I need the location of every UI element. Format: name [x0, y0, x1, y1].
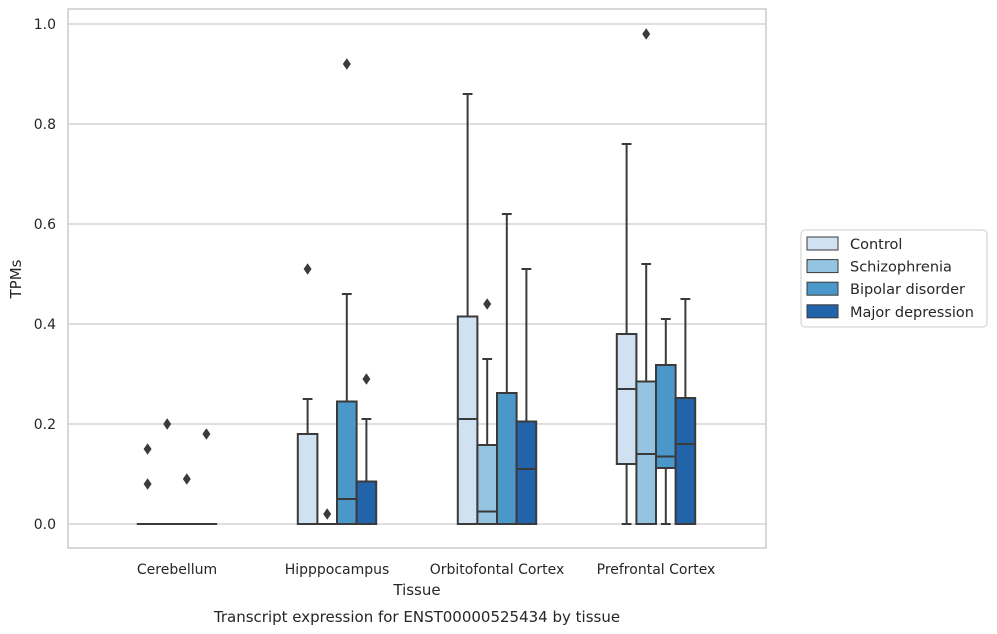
outlier-point [342, 58, 351, 70]
legend-swatch [806, 259, 839, 274]
box-body [515, 420, 538, 525]
box-group [195, 428, 218, 526]
y-tick-label: 1.0 [34, 17, 56, 33]
x-tick-label: Hipppocampus [285, 562, 390, 578]
box-group [476, 298, 498, 525]
box-group [674, 298, 697, 525]
box-body [336, 400, 358, 525]
box-body [296, 433, 319, 525]
outlier-point [143, 478, 152, 490]
box-group [296, 263, 319, 525]
box-group [336, 58, 358, 525]
y-tick-label: 0.4 [34, 317, 56, 333]
box-body [635, 380, 658, 525]
legend-label: Control [850, 237, 902, 253]
box-group [515, 268, 538, 525]
x-tick-label: Orbitofontal Cortex [430, 562, 565, 578]
legend: Control Schizophrenia Bipolar disorder Majo… [800, 229, 988, 328]
box-series [136, 28, 697, 526]
y-tick-label: 0.6 [34, 217, 56, 233]
x-axis-ticks: Cerebellum Hipppocampus Orbitofontal Corte… [137, 562, 715, 578]
box-body [355, 480, 378, 525]
box-group [456, 93, 479, 525]
x-tick-label: Cerebellum [137, 562, 217, 578]
box-group [496, 213, 518, 525]
plot-frame [67, 8, 767, 549]
y-axis-ticks: 0.0 0.2 0.4 0.6 0.8 1.0 [34, 17, 56, 533]
chart-caption: Transcript expression for ENST0000052543… [213, 608, 620, 626]
box-group [355, 373, 378, 525]
outlier-point [323, 508, 332, 520]
x-axis-title: Tissue [392, 581, 440, 599]
legend-frame [800, 229, 988, 328]
legend-label: Bipolar disorder [850, 282, 965, 298]
box-group [635, 28, 658, 525]
y-tick-label: 0.8 [34, 117, 56, 133]
y-tick-label: 0.0 [34, 517, 56, 533]
outlier-point [202, 428, 211, 440]
box-body [456, 315, 479, 525]
outlier-point [143, 443, 152, 455]
box-group [156, 418, 178, 526]
box-body [674, 397, 697, 525]
outlier-point [182, 473, 191, 485]
outlier-point [163, 418, 172, 430]
outlier-point [483, 298, 492, 310]
legend-label: Major depression [850, 305, 974, 321]
outlier-point [642, 28, 651, 40]
y-axis-title: TPMs [7, 259, 25, 299]
legend-swatch [806, 236, 839, 251]
x-tick-label: Prefrontal Cortex [597, 562, 716, 578]
outlier-point [362, 373, 371, 385]
y-tick-label: 0.2 [34, 417, 56, 433]
box-body [655, 364, 677, 469]
box-body [496, 392, 518, 525]
legend-swatch [806, 304, 839, 319]
box-body [615, 333, 638, 465]
legend-label: Schizophrenia [850, 260, 952, 276]
outlier-point [303, 263, 312, 275]
legend-swatch [806, 281, 839, 296]
